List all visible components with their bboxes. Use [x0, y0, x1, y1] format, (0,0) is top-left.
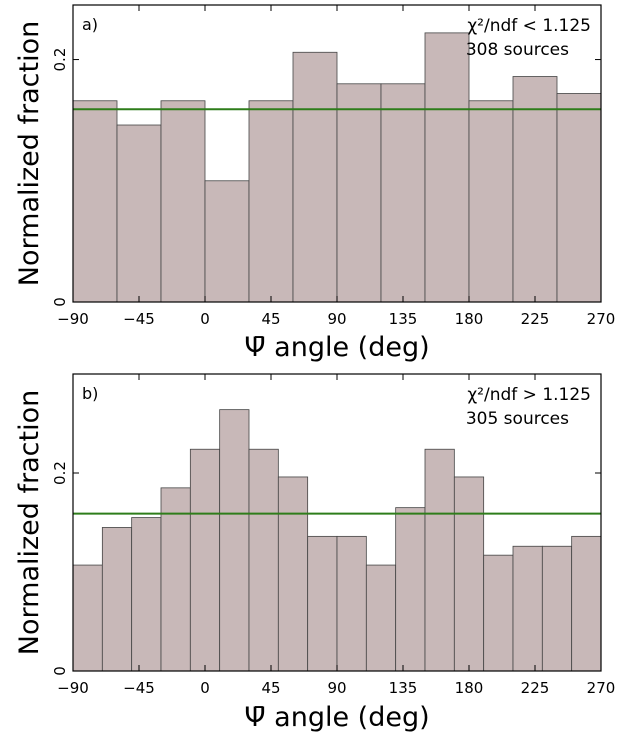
x-axis-label-b: Ψ̄ angle (deg)	[244, 702, 429, 733]
bars-a	[72, 32, 602, 303]
x-tick-label: 225	[521, 679, 550, 697]
histogram-bar	[571, 535, 602, 672]
histogram-bar	[395, 507, 426, 672]
histogram-bar	[307, 535, 338, 672]
panel-b: −90 −45 0 45 90 135 180 225 270 0 0.2 b) χ²/ndf > …	[14, 373, 615, 733]
x-tick-label: 90	[327, 679, 346, 697]
ticks-b: −90 −45 0 45 90 135 180 225 270 0 0.2	[51, 374, 615, 697]
histogram-bar	[380, 83, 426, 303]
x-tick-label: 270	[587, 310, 616, 328]
x-tick-label: 0	[200, 310, 210, 328]
histogram-bar	[424, 32, 470, 303]
annotation-chi2-a: χ²/ndf < 1.125	[467, 16, 591, 36]
histogram-bar	[424, 448, 455, 672]
x-tick-label: −90	[57, 310, 89, 328]
histogram-bar	[365, 564, 397, 672]
histogram-bar	[72, 564, 103, 672]
histogram-bar	[512, 76, 558, 303]
histogram-bar	[556, 93, 602, 303]
annotation-sources-a: 308 sources	[466, 40, 569, 60]
x-tick-label: 225	[521, 310, 550, 328]
histogram-bar	[277, 476, 309, 672]
histogram-bar	[248, 100, 294, 303]
histogram-bar	[468, 100, 514, 303]
x-tick-label: 180	[455, 679, 484, 697]
histogram-bar	[336, 83, 382, 303]
histogram-bar	[116, 124, 162, 303]
x-tick-label: 45	[261, 679, 280, 697]
panel-label-a: a)	[82, 15, 98, 34]
histogram-bar	[204, 180, 250, 303]
histogram-bar	[219, 409, 250, 672]
x-tick-label: 90	[327, 310, 346, 328]
x-tick-label: −45	[123, 310, 155, 328]
histogram-bar	[160, 487, 191, 672]
histogram-bar	[336, 535, 367, 672]
x-tick-label: 135	[389, 310, 418, 328]
x-tick-label: −45	[123, 679, 155, 697]
x-tick-label: 270	[587, 679, 616, 697]
x-tick-label: −90	[57, 679, 89, 697]
panel-a: −90 −45 0 45 90 135 180 225 270 0 0.2 a) χ²/ndf < …	[14, 4, 615, 363]
y-tick-label: 0.2	[51, 461, 69, 485]
histogram-bar	[101, 527, 133, 672]
x-tick-label: 0	[200, 679, 210, 697]
histogram-bar	[248, 448, 279, 672]
histogram-bar	[189, 448, 221, 672]
annotation-sources-b: 305 sources	[466, 409, 569, 429]
histogram-bar	[541, 545, 573, 672]
annotation-chi2-b: χ²/ndf > 1.125	[467, 385, 591, 405]
x-tick-label: 135	[389, 679, 418, 697]
histogram-bar	[512, 545, 543, 672]
histogram-bar	[483, 554, 514, 672]
histogram-bar	[160, 100, 206, 303]
histogram-bar	[453, 476, 485, 672]
y-axis-label-a: Normalized fraction	[14, 21, 45, 286]
ticks-a: −90 −45 0 45 90 135 180 225 270 0 0.2	[51, 5, 615, 328]
histogram-bar	[131, 517, 162, 672]
y-axis-label-b: Normalized fraction	[14, 390, 45, 655]
x-axis-label-a: Ψ̄ angle (deg)	[244, 332, 429, 363]
y-tick-label: 0	[51, 666, 69, 676]
bars-b	[72, 409, 602, 672]
panel-label-b: b)	[82, 384, 98, 403]
x-tick-label: 45	[261, 310, 280, 328]
y-tick-label: 0	[51, 297, 69, 307]
histogram-bar	[292, 51, 338, 303]
histogram-bar	[72, 100, 118, 303]
x-tick-label: 180	[455, 310, 484, 328]
y-tick-label: 0.2	[51, 48, 69, 72]
